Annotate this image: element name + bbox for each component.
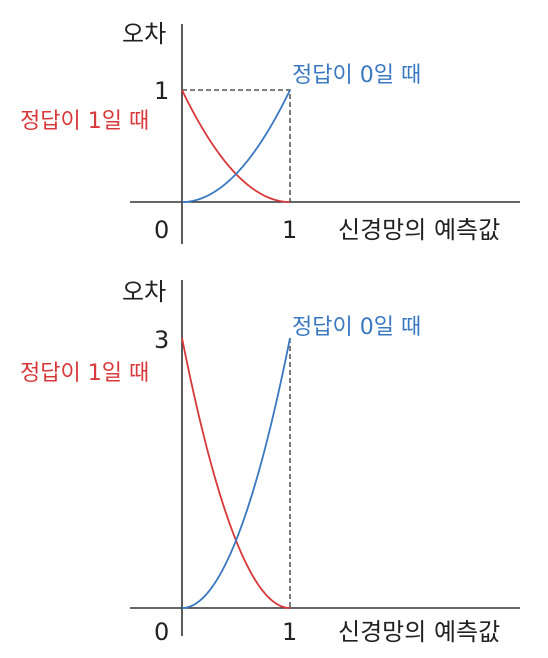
chart-2-y-tick-label: 3 bbox=[154, 326, 169, 354]
chart-2-series-red-label: 정답이 1일 때 bbox=[20, 361, 149, 386]
chart-1-ylabel: 오차 bbox=[122, 20, 166, 48]
chart-1-dashed-guide bbox=[182, 89, 291, 202]
chart-1-x-tick-label-0: 0 bbox=[154, 216, 169, 244]
chart-2-ylabel: 오차 bbox=[122, 278, 166, 306]
chart-1-xlabel: 신경망의 예측값 bbox=[338, 216, 500, 244]
chart-2-xlabel: 신경망의 예측값 bbox=[338, 618, 500, 646]
chart-2-series-blue-line bbox=[181, 337, 291, 609]
chart-2: 오차 3 0 1 신경망의 예측값 정답이 1일 때 정답이 0일 때 bbox=[20, 278, 520, 646]
chart-1-y-tick-label: 1 bbox=[154, 77, 169, 105]
chart-2-series-blue-label: 정답이 0일 때 bbox=[292, 315, 421, 340]
chart-1-x-tick-label-1: 1 bbox=[282, 216, 297, 244]
chart-2-series-red-line bbox=[181, 337, 291, 609]
chart-2-x-tick-label-1: 1 bbox=[282, 618, 297, 646]
chart-1-series-blue-line bbox=[181, 89, 291, 203]
chart-1-series-blue-label: 정답이 0일 때 bbox=[292, 63, 421, 88]
chart-1-series-red-line bbox=[181, 89, 291, 203]
chart-2-x-tick-label-0: 0 bbox=[154, 618, 169, 646]
chart-1: 오차 1 0 1 신경망의 예측값 정답이 1일 때 정답이 0일 때 bbox=[20, 20, 520, 244]
chart-1-series-red-label: 정답이 1일 때 bbox=[20, 109, 149, 134]
